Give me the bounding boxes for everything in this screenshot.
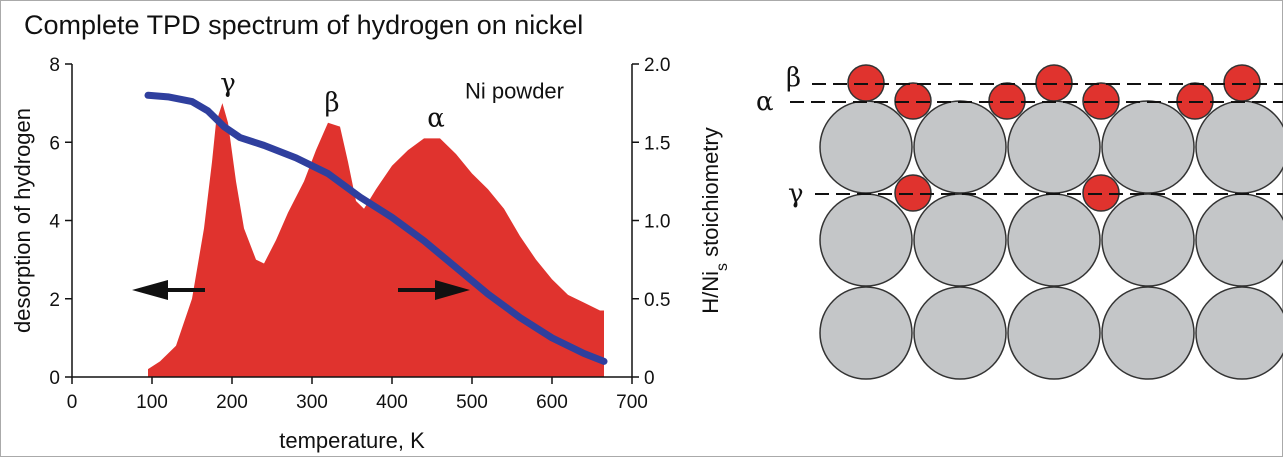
- annotation: β: [324, 88, 339, 118]
- x-tick-label: 500: [456, 392, 488, 413]
- y-tick-label: 4: [49, 212, 60, 233]
- y-tick-label: 0: [49, 368, 60, 389]
- x-tick-label: 200: [216, 392, 248, 413]
- nickel-atoms: [819, 100, 1283, 380]
- y2-tick-label: 0: [644, 368, 655, 389]
- chart-title: Complete TPD spectrum of hydrogen on nic…: [24, 10, 583, 40]
- y-tick-label: 2: [49, 290, 60, 311]
- x-tick-label: 300: [296, 392, 328, 413]
- y2-tick-label: 1.5: [644, 133, 670, 154]
- x-tick-label: 600: [536, 392, 568, 413]
- site-label: γ: [788, 179, 804, 209]
- y-axis-label: desorption of hydrogen: [10, 108, 35, 333]
- arrow-left: [132, 280, 205, 300]
- x-axis-label: temperature, K: [279, 428, 425, 453]
- x-tick-label: 100: [136, 392, 168, 413]
- y-tick-label: 8: [49, 55, 60, 76]
- site-lines: [790, 83, 1283, 195]
- x-tick-label: 400: [376, 392, 408, 413]
- y-tick-label: 6: [49, 133, 60, 154]
- y2-tick-label: 0.5: [644, 290, 670, 311]
- x-tick-label: 700: [616, 392, 648, 413]
- chart: 0 100 200 300 400 500 600 700 0 2 4 6 8 0 0.5 1.0 1.5 2.0…: [10, 55, 731, 453]
- y2-axis-label: H/Nis stoichiometry: [698, 127, 731, 314]
- y2-label-part: s: [714, 263, 731, 271]
- diagram: β α γ: [756, 63, 1283, 380]
- annotation: α: [427, 104, 445, 134]
- y2-label-part: H/Ni: [698, 271, 723, 314]
- annotation: γ: [220, 68, 236, 98]
- arrow-right: [398, 280, 470, 300]
- desorption-area: [148, 103, 604, 377]
- y2-label-part: stoichiometry: [698, 127, 723, 263]
- x-tick-label: 0: [67, 392, 78, 413]
- site-label: α: [756, 87, 774, 117]
- stoichiometry-line: [144, 91, 608, 365]
- y2-tick-label: 1.0: [644, 212, 670, 233]
- site-label: β: [786, 63, 801, 93]
- y2-tick-label: 2.0: [644, 55, 670, 76]
- annotation: Ni powder: [465, 78, 564, 103]
